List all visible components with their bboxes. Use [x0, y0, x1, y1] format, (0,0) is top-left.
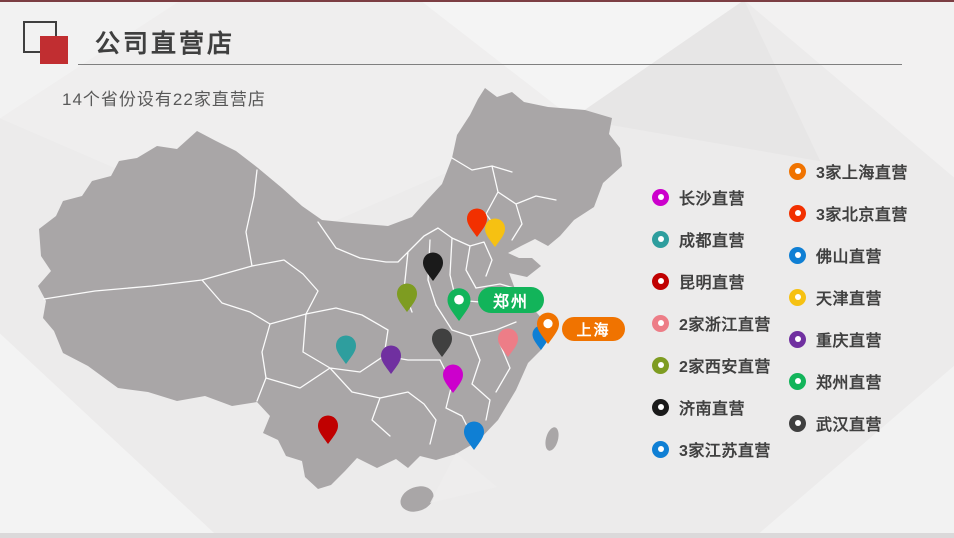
title-square-red	[40, 36, 68, 64]
map-pin-shanghai	[537, 312, 559, 344]
legend-dot-icon	[789, 372, 806, 390]
legend-label: 3家北京直营	[816, 207, 908, 224]
legend-item-zhengzhou: 郑州直营	[789, 360, 908, 402]
legend-dot-icon	[652, 272, 669, 290]
map-pin-changsha	[443, 364, 463, 393]
legend-dot-icon	[789, 330, 806, 348]
legend-dot-icon	[652, 230, 669, 248]
legend-dot-icon	[652, 188, 669, 206]
page-subtitle: 14个省份设有22家直营店	[62, 90, 266, 109]
map-pin-chongqing	[381, 345, 401, 374]
map-pin-beijing	[467, 208, 487, 237]
top-accent-line	[0, 0, 954, 2]
map-pin-wuhan	[432, 328, 452, 357]
legend-item-beijing: 3家北京直营	[789, 192, 908, 234]
legend-dot-icon	[789, 246, 806, 264]
map-pin-foshan	[464, 421, 484, 450]
bottom-strip	[0, 533, 954, 538]
legend-dot-icon	[789, 288, 806, 306]
legend-dot-icon	[789, 204, 806, 222]
title-divider	[78, 64, 902, 65]
legend-item-jinan: 济南直营	[652, 386, 771, 428]
legend-dot-icon	[789, 414, 806, 432]
legend-dot-icon	[789, 162, 806, 180]
page-title: 公司直营店	[95, 30, 236, 58]
province-borders-northeast	[451, 157, 557, 241]
pin-layer	[318, 208, 559, 450]
map-pin-zhengzhou	[447, 288, 471, 321]
legend-label: 3家江苏直营	[679, 443, 771, 460]
legend-label: 3家上海直营	[816, 165, 908, 182]
map-pin-kunming	[318, 415, 338, 444]
legend-item-jiangsu: 3家江苏直营	[652, 428, 771, 470]
hainan-island	[400, 486, 434, 512]
legend-item-xian: 2家西安直营	[652, 344, 771, 386]
background-facet-over-map	[430, 453, 497, 503]
legend-column-left: 长沙直营 成都直营 昆明直营 2家浙江直营 2家西安直营 济南直营 3家江苏直营	[652, 176, 771, 470]
legend-item-changsha: 长沙直营	[652, 176, 771, 218]
legend-dot-icon	[652, 398, 669, 416]
pin-hole	[454, 294, 464, 305]
china-outline	[38, 88, 622, 489]
legend-item-zhejiang: 2家浙江直营	[652, 302, 771, 344]
legend-dot-icon	[652, 356, 669, 374]
legend-column-right: 3家上海直营 3家北京直营 佛山直营 天津直营 重庆直营 郑州直营 武汉直营	[789, 150, 908, 444]
pin-hole	[543, 319, 553, 329]
legend-label: 郑州直营	[816, 375, 883, 392]
legend-item-tianjin: 天津直营	[789, 276, 908, 318]
map-pin-jinan	[423, 252, 443, 281]
legend-label: 济南直营	[679, 401, 746, 418]
map-pin-xian	[397, 283, 417, 312]
legend-label: 2家浙江直营	[679, 317, 771, 334]
map-callout-zhengzhou: 郑州	[478, 287, 544, 313]
legend-item-foshan: 佛山直营	[789, 234, 908, 276]
legend-label: 成都直营	[679, 233, 746, 250]
legend-item-shanghai: 3家上海直营	[789, 150, 908, 192]
legend-dot-icon	[652, 440, 669, 458]
legend-label: 重庆直营	[816, 333, 883, 350]
legend-label: 武汉直营	[816, 417, 883, 434]
taiwan-island	[545, 427, 559, 451]
legend-item-wuhan: 武汉直营	[789, 402, 908, 444]
legend-item-kunming: 昆明直营	[652, 260, 771, 302]
legend-item-chengdu: 成都直营	[652, 218, 771, 260]
legend-label: 天津直营	[816, 291, 883, 308]
legend-dot-icon	[652, 314, 669, 332]
map-pin-tianjin	[485, 218, 505, 247]
legend-label: 佛山直营	[816, 249, 883, 266]
legend-item-chongqing: 重庆直营	[789, 318, 908, 360]
legend-label: 昆明直营	[679, 275, 746, 292]
map-pin-zhejiang	[498, 328, 518, 357]
legend-label: 长沙直营	[679, 191, 746, 208]
map-pin-chengdu	[336, 335, 356, 364]
map-callout-shanghai: 上海	[562, 317, 625, 341]
province-borders-west	[43, 169, 319, 402]
legend-label: 2家西安直营	[679, 359, 771, 376]
